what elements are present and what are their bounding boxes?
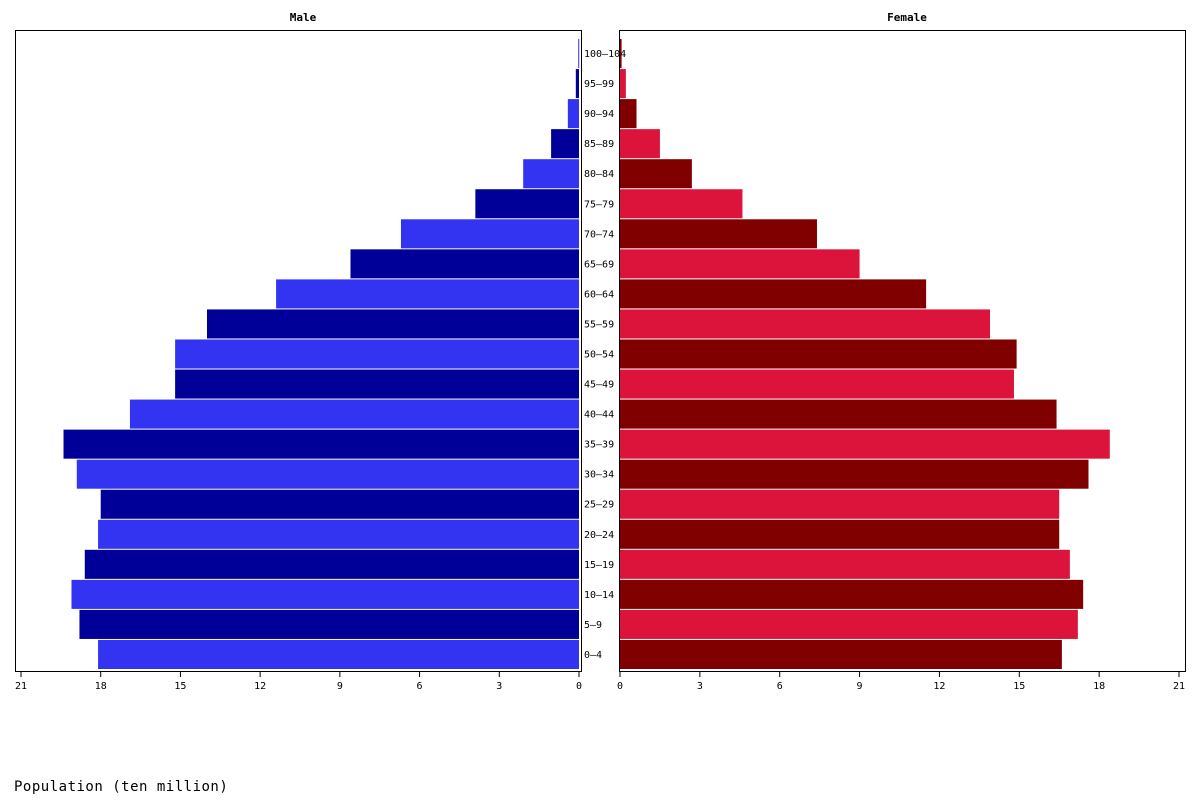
- female-bar-25-29: [620, 489, 1060, 519]
- male-bar-0-4: [98, 639, 580, 669]
- male-bar-5-9: [79, 609, 579, 639]
- female-bar-50-54: [620, 339, 1017, 369]
- male-bar-75-79: [475, 189, 579, 219]
- age-label-35-39: 35–39: [584, 440, 614, 451]
- female-bar-30-34: [620, 459, 1089, 489]
- age-label-80-84: 80–84: [584, 169, 614, 180]
- male-tick-label-18: 18: [95, 681, 107, 692]
- age-label-70-74: 70–74: [584, 229, 614, 240]
- male-bar-25-29: [100, 489, 579, 519]
- age-label-85-89: 85–89: [584, 139, 614, 150]
- male-bar-35-39: [63, 429, 580, 459]
- male-tick-label-15: 15: [174, 681, 186, 692]
- male-bar-50-54: [175, 339, 579, 369]
- female-bar-65-69: [620, 249, 860, 279]
- female-bar-85-89: [620, 129, 660, 159]
- male-bar-95-99: [575, 69, 579, 99]
- male-bar-80-84: [523, 159, 579, 189]
- age-label-30-34: 30–34: [584, 470, 614, 481]
- male-bar-70-74: [400, 219, 579, 249]
- age-label-25-29: 25–29: [584, 500, 614, 511]
- female-bar-100-104: [620, 39, 622, 69]
- age-label-65-69: 65–69: [584, 259, 614, 270]
- male-bar-65-69: [350, 249, 579, 279]
- age-label-55-59: 55–59: [584, 319, 614, 330]
- age-label-5-9: 5–9: [584, 620, 602, 631]
- male-tick-label-0: 0: [576, 681, 582, 692]
- male-bar-60-64: [276, 279, 579, 309]
- male-bar-15-19: [84, 549, 580, 579]
- male-tick-label-6: 6: [417, 681, 423, 692]
- male-bar-100-104: [578, 39, 580, 69]
- male-bar-55-59: [207, 309, 579, 339]
- female-bar-60-64: [620, 279, 927, 309]
- female-bar-55-59: [620, 309, 991, 339]
- female-bar-0-4: [620, 639, 1062, 669]
- male-bar-10-14: [71, 579, 579, 609]
- male-bars: [63, 39, 580, 669]
- age-label-60-64: 60–64: [584, 289, 614, 300]
- female-tick-label-6: 6: [777, 681, 783, 692]
- age-label-95-99: 95–99: [584, 79, 614, 90]
- age-label-15-19: 15–19: [584, 560, 614, 571]
- male-bar-20-24: [98, 519, 580, 549]
- female-tick-label-3: 3: [697, 681, 703, 692]
- age-label-45-49: 45–49: [584, 380, 614, 391]
- female-panel: Female 0 3 6 9 12 15 18 21: [617, 11, 1186, 692]
- female-tick-label-18: 18: [1093, 681, 1105, 692]
- female-bar-10-14: [620, 579, 1084, 609]
- female-tick-label-15: 15: [1013, 681, 1025, 692]
- x-axis-title: Population (ten million): [14, 779, 229, 795]
- male-tick-label-9: 9: [337, 681, 343, 692]
- female-bar-35-39: [620, 429, 1110, 459]
- age-label-75-79: 75–79: [584, 199, 614, 210]
- age-group-labels: 0–4 5–9 10–14 15–19 20–24 25–29 30–34 35–39 40–4…: [584, 49, 626, 661]
- female-bar-70-74: [620, 219, 817, 249]
- age-label-90-94: 90–94: [584, 109, 614, 120]
- male-panel-title: Male: [290, 11, 317, 24]
- age-label-40-44: 40–44: [584, 410, 614, 421]
- age-label-20-24: 20–24: [584, 530, 614, 541]
- male-tick-label-3: 3: [496, 681, 502, 692]
- male-x-axis: 0 3 6 9 12 15 18 21: [15, 671, 582, 692]
- female-tick-label-9: 9: [857, 681, 863, 692]
- female-bar-80-84: [620, 159, 692, 189]
- male-bar-85-89: [551, 129, 579, 159]
- female-bar-45-49: [620, 369, 1014, 399]
- female-panel-title: Female: [887, 11, 927, 24]
- female-bar-95-99: [620, 69, 626, 99]
- age-label-10-14: 10–14: [584, 590, 614, 601]
- male-bar-40-44: [129, 399, 579, 429]
- female-bars: [620, 39, 1110, 669]
- age-label-0-4: 0–4: [584, 650, 602, 661]
- male-bar-45-49: [175, 369, 579, 399]
- male-bar-30-34: [76, 459, 580, 489]
- male-tick-label-12: 12: [254, 681, 266, 692]
- female-tick-label-21: 21: [1173, 681, 1185, 692]
- female-bar-90-94: [620, 99, 637, 129]
- female-x-axis: 0 3 6 9 12 15 18 21: [617, 671, 1185, 692]
- male-bar-90-94: [567, 99, 579, 129]
- female-bar-20-24: [620, 519, 1060, 549]
- male-plot-frame: [15, 30, 582, 672]
- female-plot-frame: [619, 30, 1186, 672]
- male-tick-label-21: 21: [15, 681, 27, 692]
- female-tick-label-12: 12: [933, 681, 945, 692]
- female-tick-label-0: 0: [617, 681, 623, 692]
- age-label-100-104: 100–104: [584, 49, 626, 60]
- female-bar-40-44: [620, 399, 1057, 429]
- female-bar-15-19: [620, 549, 1070, 579]
- male-panel: Male 0 3 6 9 12 15 18 21: [15, 11, 582, 692]
- age-label-50-54: 50–54: [584, 350, 614, 361]
- female-bar-75-79: [620, 189, 743, 219]
- female-bar-5-9: [620, 609, 1078, 639]
